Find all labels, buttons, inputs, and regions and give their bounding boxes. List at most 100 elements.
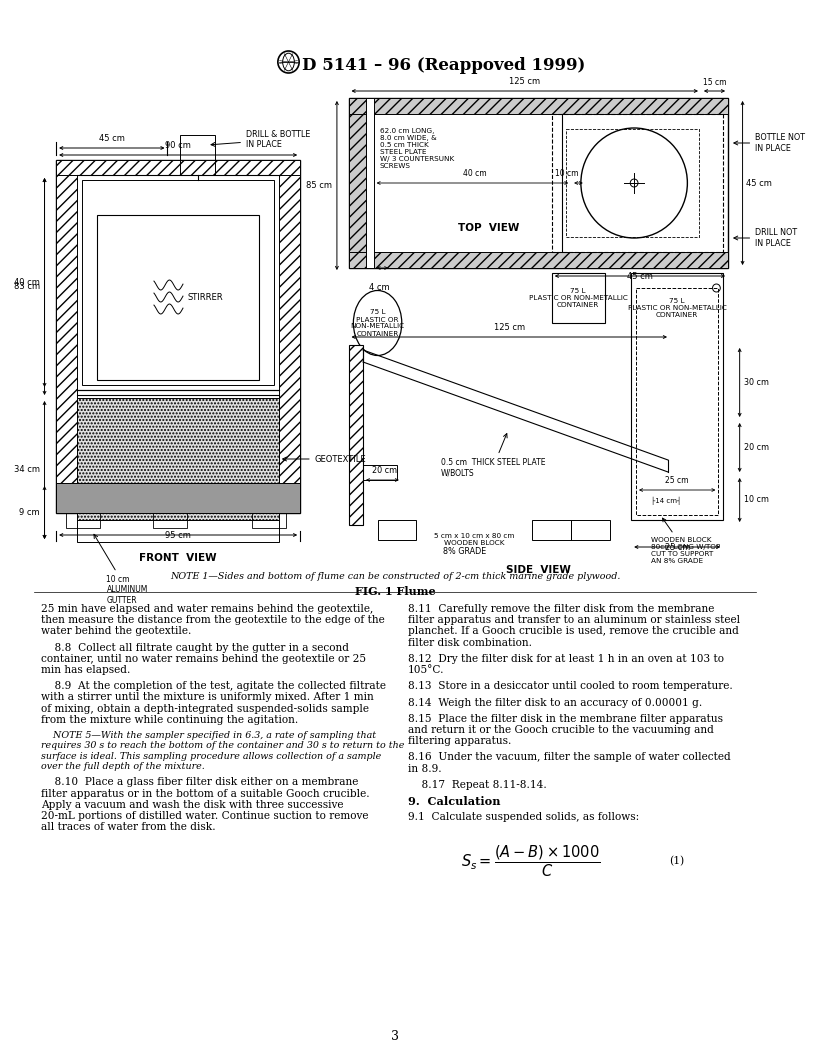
Bar [78,398,279,520]
Bar [533,520,571,540]
Text: min has elapsed.: min has elapsed. [41,665,130,675]
Bar [56,483,300,513]
Text: 25 min have elapsed and water remains behind the geotextile,: 25 min have elapsed and water remains be… [41,604,373,614]
Text: 105°C.: 105°C. [407,665,444,675]
Bar [348,252,728,268]
Text: then measure the distance from the geotextile to the edge of the: then measure the distance from the geote… [41,616,384,625]
Text: in 8.9.: in 8.9. [407,763,441,774]
Text: GEOTEXTILE: GEOTEXTILE [282,454,366,464]
Text: DRILL & BOTTLE
IN PLACE: DRILL & BOTTLE IN PLACE [211,130,310,149]
Text: 8.13  Store in a desiccator until cooled to room temperature.: 8.13 Store in a desiccator until cooled … [407,681,732,692]
Text: 8.9  At the completion of the test, agitate the collected filtrate: 8.9 At the completion of the test, agita… [41,681,386,692]
Text: TOP  VIEW: TOP VIEW [459,223,520,233]
Text: 8.10  Place a glass fiber filter disk either on a membrane: 8.10 Place a glass fiber filter disk eit… [41,777,358,788]
Text: 8.11  Carefully remove the filter disk from the membrane: 8.11 Carefully remove the filter disk fr… [407,604,714,614]
Text: 90 cm: 90 cm [165,142,191,150]
Text: 8.8  Collect all filtrate caught by the gutter in a second: 8.8 Collect all filtrate caught by the g… [41,643,348,653]
Text: 10 cm
ALUMINUM
GUTTER: 10 cm ALUMINUM GUTTER [94,534,148,605]
Text: WOODEN BLOCK
80cm LONG W/TOP
CUT TO SUPPORT
AN 8% GRADE: WOODEN BLOCK 80cm LONG W/TOP CUT TO SUPP… [650,518,720,564]
Text: filter apparatus or in the bottom of a suitable Gooch crucible.: filter apparatus or in the bottom of a s… [41,789,370,798]
Text: 85 cm: 85 cm [306,181,332,190]
Text: 34 cm: 34 cm [14,466,40,474]
Text: SIDE  VIEW: SIDE VIEW [506,565,570,576]
Text: 10 cm: 10 cm [743,495,769,505]
Text: 20-mL portions of distilled water. Continue suction to remove: 20-mL portions of distilled water. Conti… [41,811,368,821]
Bar [378,520,416,540]
Text: 20 cm: 20 cm [372,466,397,475]
Text: 45 cm: 45 cm [627,272,653,281]
Text: 45 cm: 45 cm [747,178,772,188]
Text: 15 cm: 15 cm [703,78,726,87]
Text: 3: 3 [391,1030,399,1043]
Bar [66,513,100,528]
Text: 95 cm: 95 cm [165,531,191,540]
Bar [97,215,259,380]
Text: planchet. If a Gooch crucible is used, remove the crucible and: planchet. If a Gooch crucible is used, r… [407,626,738,637]
Text: 8.14  Weigh the filter disk to an accuracy of 0.00001 g.: 8.14 Weigh the filter disk to an accurac… [407,698,702,708]
Bar [56,161,300,513]
Text: (1): (1) [669,856,684,867]
Bar [153,513,187,528]
Text: 75 L
PLASTIC OR NON-METALLIC
CONTAINER: 75 L PLASTIC OR NON-METALLIC CONTAINER [529,288,628,308]
Text: NOTE 1—Sides and bottom of flume can be constructed of 2-cm thick marine grade p: NOTE 1—Sides and bottom of flume can be … [170,572,620,581]
Text: 30 cm: 30 cm [743,378,769,386]
Text: surface is ideal. This sampling procedure allows collection of a sample: surface is ideal. This sampling procedur… [41,752,381,760]
Text: NOTE 5—With the sampler specified in 6.3, a rate of sampling that: NOTE 5—With the sampler specified in 6.3… [41,731,376,740]
Text: 45 cm: 45 cm [99,134,125,143]
Bar [251,513,286,528]
Bar [279,161,300,513]
Text: 83 cm: 83 cm [14,282,40,291]
Text: 9 cm: 9 cm [19,508,40,517]
Bar [56,161,78,513]
Bar [348,98,728,268]
Text: DRILL NOT
IN PLACE: DRILL NOT IN PLACE [734,228,797,248]
Text: 8.16  Under the vacuum, filter the sample of water collected: 8.16 Under the vacuum, filter the sample… [407,753,730,762]
Text: 20 cm: 20 cm [743,444,769,452]
Text: 9.1  Calculate suspended solids, as follows:: 9.1 Calculate suspended solids, as follo… [407,812,639,823]
Text: 9.  Calculation: 9. Calculation [407,796,500,807]
Text: with a stirrer until the mixture is uniformly mixed. After 1 min: with a stirrer until the mixture is unif… [41,693,374,702]
Bar [636,288,718,515]
Bar [363,465,397,480]
Text: container, until no water remains behind the geotextile or 25: container, until no water remains behind… [41,654,366,664]
Text: 62.0 cm LONG,
8.0 cm WIDE, &
0.5 cm THICK
STEEL PLATE
W/ 3 COUNTERSUNK
SCREWS: 62.0 cm LONG, 8.0 cm WIDE, & 0.5 cm THIC… [379,128,454,169]
Text: and return it or the Gooch crucible to the vacuuming and: and return it or the Gooch crucible to t… [407,725,713,735]
Bar [348,98,366,268]
Bar [552,274,605,323]
Text: all traces of water from the disk.: all traces of water from the disk. [41,823,215,832]
Text: 8.17  Repeat 8.11-8.14.: 8.17 Repeat 8.11-8.14. [407,779,547,790]
Text: FRONT  VIEW: FRONT VIEW [140,553,217,563]
Bar [348,345,363,525]
Text: 75 L
PLASTIC OR NON-METALLIC
CONTAINER: 75 L PLASTIC OR NON-METALLIC CONTAINER [628,298,727,318]
Text: Apply a vacuum and wash the disk with three successive: Apply a vacuum and wash the disk with th… [41,799,344,810]
Bar [571,520,610,540]
Text: D 5141 – 96 (Reappoved 1999): D 5141 – 96 (Reappoved 1999) [302,57,585,75]
Bar [82,180,274,385]
Text: 40 cm: 40 cm [463,169,486,178]
Text: water behind the geotextile.: water behind the geotextile. [41,626,191,637]
Text: STIRRER: STIRRER [188,293,224,302]
Bar [566,129,699,237]
Text: 10 cm: 10 cm [555,169,578,178]
Text: from the mixture while continuing the agitation.: from the mixture while continuing the ag… [41,715,298,724]
Bar [632,274,723,520]
Text: 8.12  Dry the filter disk for at least 1 h in an oven at 103 to: 8.12 Dry the filter disk for at least 1 … [407,654,724,664]
Text: filter disk combination.: filter disk combination. [407,638,531,647]
Text: ├14 cm┤: ├14 cm┤ [650,497,681,506]
Text: 25 cm: 25 cm [664,543,690,552]
Text: filtering apparatus.: filtering apparatus. [407,736,511,747]
Bar [348,98,728,114]
Text: 5 cm x 10 cm x 80 cm
WOODEN BLOCK: 5 cm x 10 cm x 80 cm WOODEN BLOCK [434,533,515,546]
Text: FIG. 1 Flume: FIG. 1 Flume [355,586,435,597]
Text: 125 cm: 125 cm [509,77,540,86]
Text: 125 cm: 125 cm [494,323,525,332]
Text: over the full depth of the mixture.: over the full depth of the mixture. [41,762,205,771]
Bar [552,114,723,252]
Text: requires 30 s to reach the bottom of the container and 30 s to return to the: requires 30 s to reach the bottom of the… [41,741,404,751]
Text: of mixing, obtain a depth-integrated suspended-solids sample: of mixing, obtain a depth-integrated sus… [41,703,369,714]
Bar [78,520,279,542]
Bar [180,135,215,175]
Text: 25 cm: 25 cm [666,476,689,485]
Text: 40 cm: 40 cm [14,278,40,287]
Text: BOTTLE NOT
IN PLACE: BOTTLE NOT IN PLACE [734,133,805,153]
